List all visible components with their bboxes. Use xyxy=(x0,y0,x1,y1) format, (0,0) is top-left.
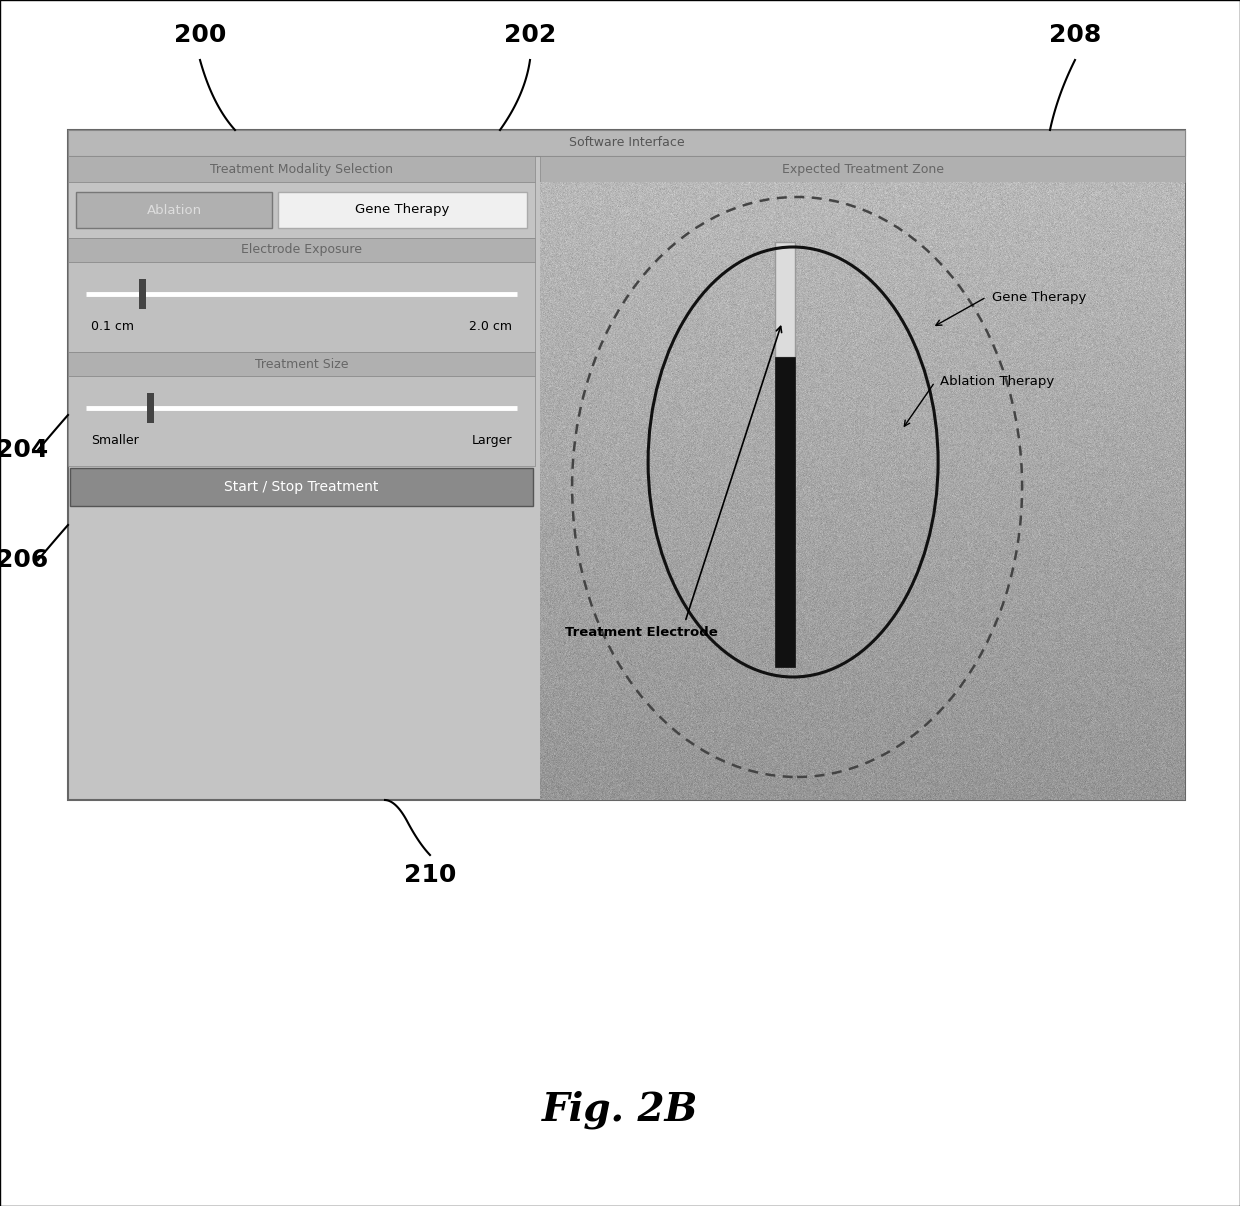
FancyBboxPatch shape xyxy=(69,468,533,507)
Text: 204: 204 xyxy=(0,438,48,462)
Text: 0.1 cm: 0.1 cm xyxy=(91,321,134,333)
Text: Treatment Size: Treatment Size xyxy=(254,357,348,370)
Text: Gene Therapy: Gene Therapy xyxy=(992,291,1086,304)
FancyBboxPatch shape xyxy=(775,357,795,667)
Text: 206: 206 xyxy=(0,548,48,572)
Text: Software Interface: Software Interface xyxy=(569,136,684,150)
Text: 202: 202 xyxy=(503,23,556,47)
Text: 210: 210 xyxy=(404,863,456,886)
Text: Smaller: Smaller xyxy=(91,434,139,447)
FancyBboxPatch shape xyxy=(68,376,534,466)
Text: Electrode Exposure: Electrode Exposure xyxy=(241,244,362,257)
Text: Expected Treatment Zone: Expected Treatment Zone xyxy=(781,163,944,176)
FancyBboxPatch shape xyxy=(68,262,534,352)
FancyBboxPatch shape xyxy=(775,242,795,357)
FancyBboxPatch shape xyxy=(139,280,145,310)
Text: 2.0 cm: 2.0 cm xyxy=(469,321,512,333)
FancyBboxPatch shape xyxy=(76,192,272,228)
FancyBboxPatch shape xyxy=(539,156,1185,182)
Text: Fig. 2B: Fig. 2B xyxy=(542,1090,698,1129)
FancyBboxPatch shape xyxy=(68,352,534,376)
Text: Treatment Modality Selection: Treatment Modality Selection xyxy=(210,163,393,176)
FancyBboxPatch shape xyxy=(68,238,534,262)
FancyBboxPatch shape xyxy=(68,130,1185,156)
FancyBboxPatch shape xyxy=(68,130,1185,800)
FancyBboxPatch shape xyxy=(278,192,527,228)
Text: Ablation: Ablation xyxy=(146,204,202,217)
Text: Gene Therapy: Gene Therapy xyxy=(356,204,450,217)
FancyBboxPatch shape xyxy=(68,156,534,182)
Text: Start / Stop Treatment: Start / Stop Treatment xyxy=(224,480,378,494)
Text: 208: 208 xyxy=(1049,23,1101,47)
Text: Treatment Electrode: Treatment Electrode xyxy=(565,626,718,638)
Text: Ablation Therapy: Ablation Therapy xyxy=(940,375,1054,388)
Text: Larger: Larger xyxy=(471,434,512,447)
FancyBboxPatch shape xyxy=(68,182,534,238)
FancyBboxPatch shape xyxy=(148,393,154,423)
Text: 200: 200 xyxy=(174,23,226,47)
